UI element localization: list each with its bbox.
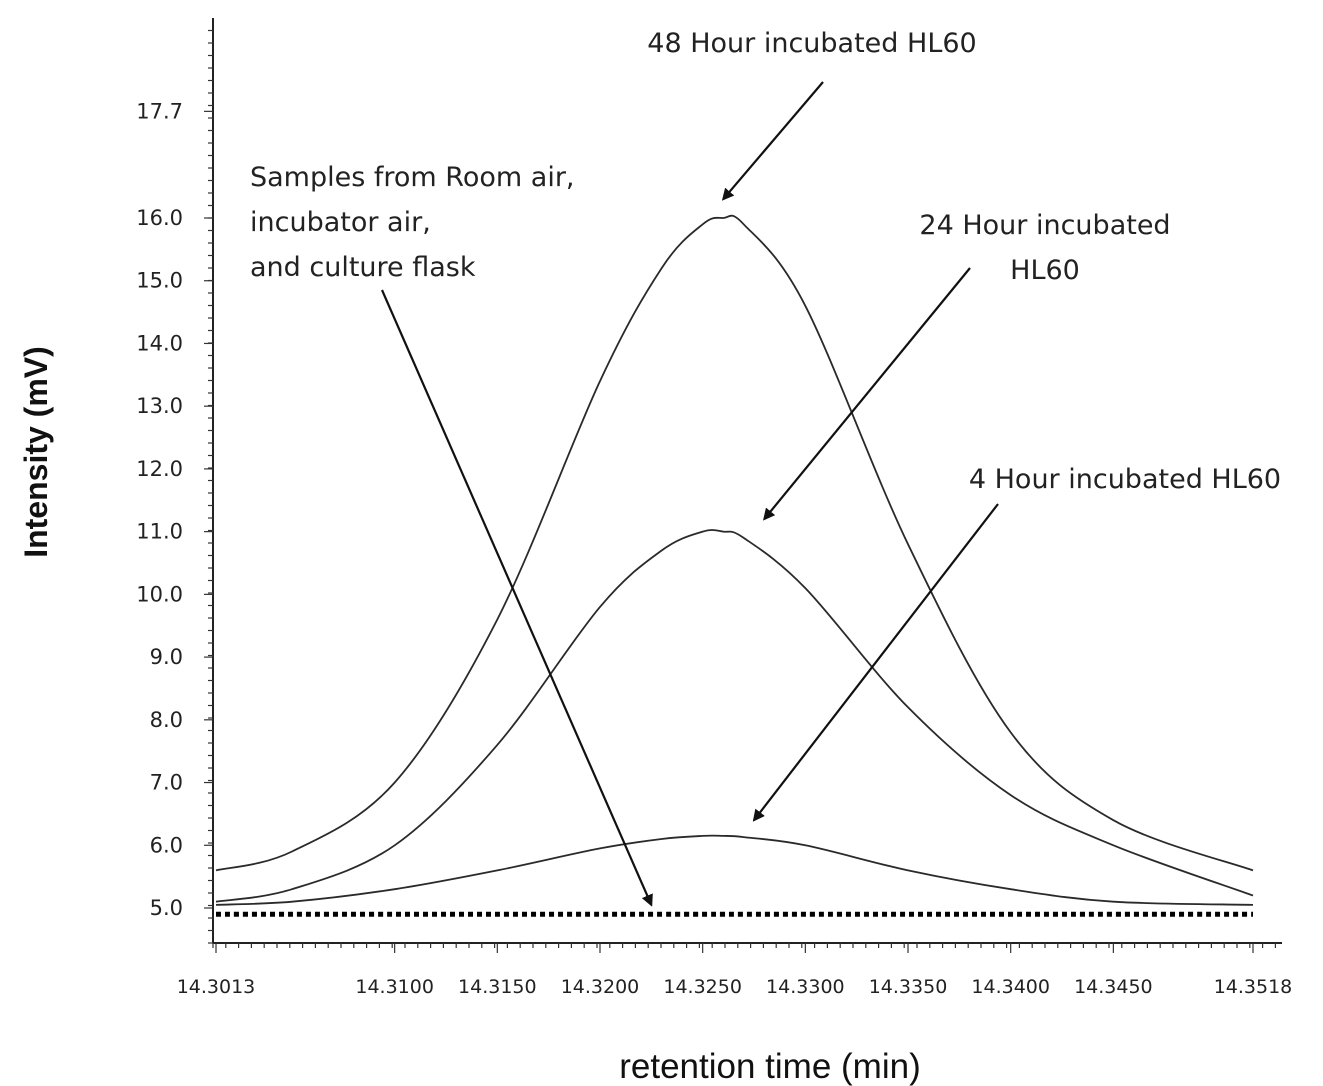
y-tick-label: 10.0	[136, 582, 183, 606]
series-group	[215, 214, 1254, 917]
x-tick-label: 14.3100	[355, 976, 434, 998]
y-tick-label: 5.0	[150, 896, 183, 920]
y-tick-label: 6.0	[150, 833, 183, 857]
x-axis-title: retention time (min)	[619, 1047, 920, 1086]
annotation-controls: Samples from Room air, incubator air, and …	[250, 162, 653, 907]
annotation-24h-text-line: HL60	[1010, 255, 1080, 286]
annotation-48h-arrow	[721, 81, 824, 201]
y-tick-label: 17.7	[136, 99, 183, 123]
annotation-24h: 24 Hour incubated HL60	[763, 210, 1171, 521]
y-tick-label: 13.0	[136, 394, 183, 418]
y-tick-label: 14.0	[136, 331, 183, 355]
y-tick-label: 11.0	[136, 520, 183, 544]
annotation-4h-arrow	[752, 503, 999, 822]
annotation-48h-text-line: 48 Hour incubated HL60	[647, 28, 976, 59]
annotation-controls-text-line: Samples from Room air,	[250, 162, 575, 193]
x-tick-label: 14.3450	[1074, 976, 1153, 998]
ticks: 5.0 6.0 7.0 8.0 9.0 10.0 11.0 12.0 13.0 14.0 15.0 1…	[136, 29, 1293, 998]
x-tick-label: 14.3013	[177, 976, 256, 998]
annotation-24h-arrow	[763, 267, 971, 521]
annotation-controls-arrow	[380, 289, 653, 907]
x-tick-label: 14.3400	[971, 976, 1050, 998]
x-tick-label: 14.3200	[561, 976, 640, 998]
annotation-48h: 48 Hour incubated HL60	[647, 28, 977, 201]
y-tick-label: 8.0	[150, 708, 183, 732]
y-tick-label: 15.0	[136, 269, 183, 293]
y-tick-label: 9.0	[150, 645, 183, 669]
annotations: 48 Hour incubated HL60 24 Hour incubated H…	[250, 28, 1281, 907]
series-4h-line	[215, 834, 1254, 906]
y-tick-label: 7.0	[150, 771, 183, 795]
y-tick-label: 16.0	[136, 206, 183, 230]
annotation-4h-text-line: 4 Hour incubated HL60	[969, 464, 1281, 495]
x-tick-label: 14.3350	[869, 976, 948, 998]
x-tick-label: 14.3300	[766, 976, 845, 998]
y-tick-label: 12.0	[136, 457, 183, 481]
annotation-4h: 4 Hour incubated HL60	[752, 464, 1281, 822]
annotation-controls-text-line: and culture flask	[250, 252, 476, 283]
x-tick-label: 14.3518	[1214, 976, 1293, 998]
series-48h-line	[215, 214, 1254, 872]
annotation-controls-text-line: incubator air,	[250, 207, 431, 238]
series-24h-line	[215, 529, 1254, 903]
y-axis-title: Intensity (mV)	[18, 346, 54, 558]
x-tick-label: 14.3250	[663, 976, 742, 998]
annotation-24h-text-line: 24 Hour incubated	[919, 210, 1170, 241]
x-tick-label: 14.3150	[458, 976, 537, 998]
